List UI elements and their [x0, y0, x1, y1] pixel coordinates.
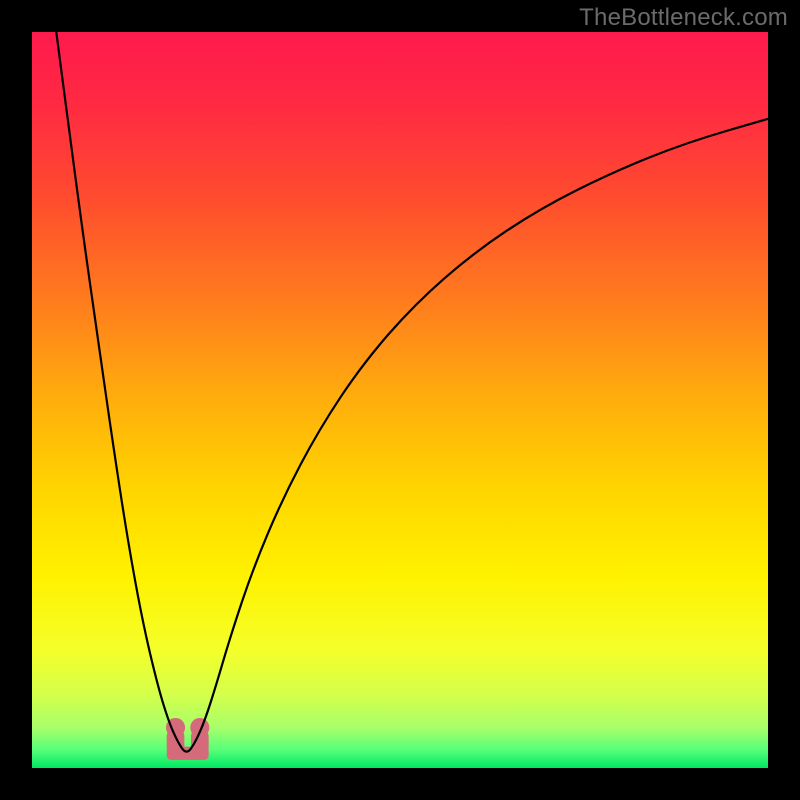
watermark-text: TheBottleneck.com: [579, 4, 788, 32]
marker-bridge: [167, 747, 209, 760]
chart-frame: TheBottleneck.com: [0, 0, 800, 800]
plot-area: [32, 32, 768, 768]
gradient-background: [32, 32, 768, 768]
bottleneck-chart-svg: [32, 32, 768, 768]
